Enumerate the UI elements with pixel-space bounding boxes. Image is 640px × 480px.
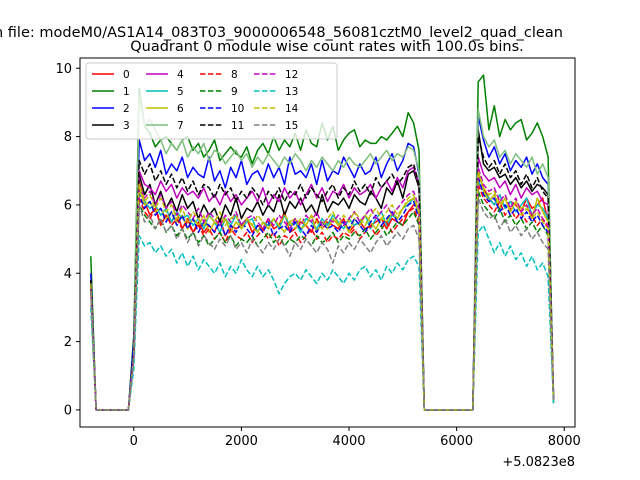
y-tick-label: 8 xyxy=(64,130,72,145)
legend-label-2: 2 xyxy=(123,103,130,115)
legend-box xyxy=(85,62,338,140)
x-tick-label: 4000 xyxy=(332,434,365,449)
legend-label-8: 8 xyxy=(231,69,238,81)
x-axis-offset-label: +5.0823e8 xyxy=(502,455,575,470)
legend-label-0: 0 xyxy=(123,69,130,81)
plot-area xyxy=(79,57,576,428)
legend-label-13: 13 xyxy=(285,86,298,98)
series-line-2 xyxy=(90,115,555,411)
x-tick-label: 0 xyxy=(130,434,138,449)
legend-label-14: 14 xyxy=(285,103,299,115)
legend-label-10: 10 xyxy=(231,103,244,115)
series-line-15 xyxy=(90,197,555,411)
legend-label-9: 9 xyxy=(231,86,238,98)
series-line-10 xyxy=(90,176,555,411)
x-tick-label: 6000 xyxy=(440,434,473,449)
series-line-14 xyxy=(90,170,555,411)
series-line-5 xyxy=(90,180,555,411)
y-tick-label: 0 xyxy=(64,403,72,418)
legend-label-4: 4 xyxy=(177,69,184,81)
axes-frame xyxy=(79,57,576,428)
x-tick-label: 8000 xyxy=(548,434,581,449)
legend-label-12: 12 xyxy=(285,69,298,81)
figure-suptitle: n file: modeM0/AS1A14_083T03_9000006548_… xyxy=(0,25,563,41)
y-tick-label: 6 xyxy=(64,198,72,213)
y-axis: 0 2 4 6 8 10 xyxy=(55,62,80,418)
legend-label-5: 5 xyxy=(177,86,184,98)
chart-title: Quadrant 0 module wise count rates with … xyxy=(130,39,524,55)
series-line-12 xyxy=(90,166,555,411)
y-tick-label: 10 xyxy=(55,62,72,77)
y-tick-label: 2 xyxy=(64,335,72,350)
legend-label-11: 11 xyxy=(231,120,244,132)
legend-label-6: 6 xyxy=(177,103,184,115)
series-line-13 xyxy=(90,224,555,411)
legend-label-1: 1 xyxy=(123,86,130,98)
x-tick-label: 2000 xyxy=(225,434,258,449)
legend-label-7: 7 xyxy=(177,120,184,132)
x-axis: 0 2000 4000 6000 8000 xyxy=(130,427,581,449)
legend-label-15: 15 xyxy=(285,120,298,132)
series-layer xyxy=(90,74,555,411)
y-tick-label: 4 xyxy=(64,267,72,282)
legend-label-3: 3 xyxy=(123,120,130,132)
